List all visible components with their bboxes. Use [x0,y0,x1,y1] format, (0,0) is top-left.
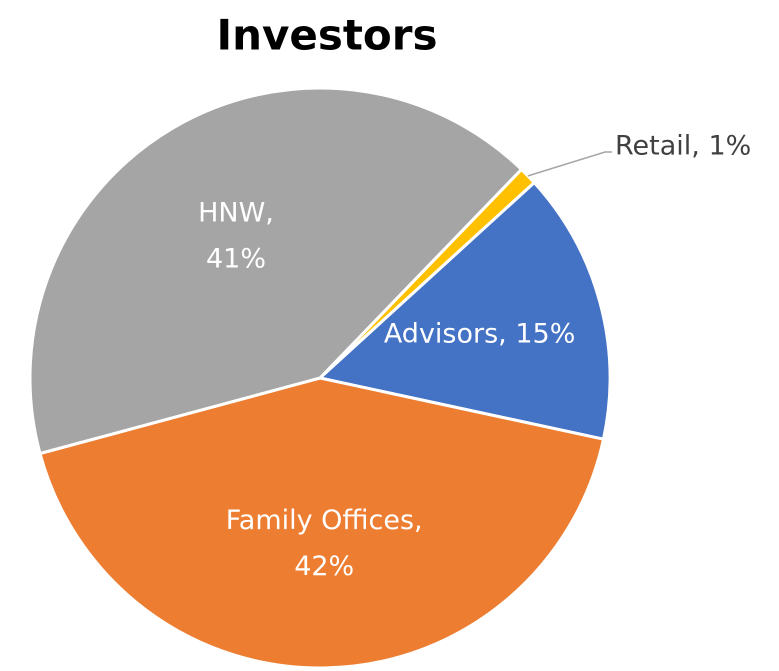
data-label: HNW, 41% [198,197,274,274]
data-label: Family Offices, 42% [226,505,423,582]
pie-slice [316,180,612,441]
leader-line [527,151,612,177]
chart-title: Investors [216,11,437,60]
pie-slice [38,376,606,670]
data-label: Retail, 1% [615,131,751,162]
data-label: Advisors, 15% [384,318,576,349]
pie-slice [28,86,524,456]
